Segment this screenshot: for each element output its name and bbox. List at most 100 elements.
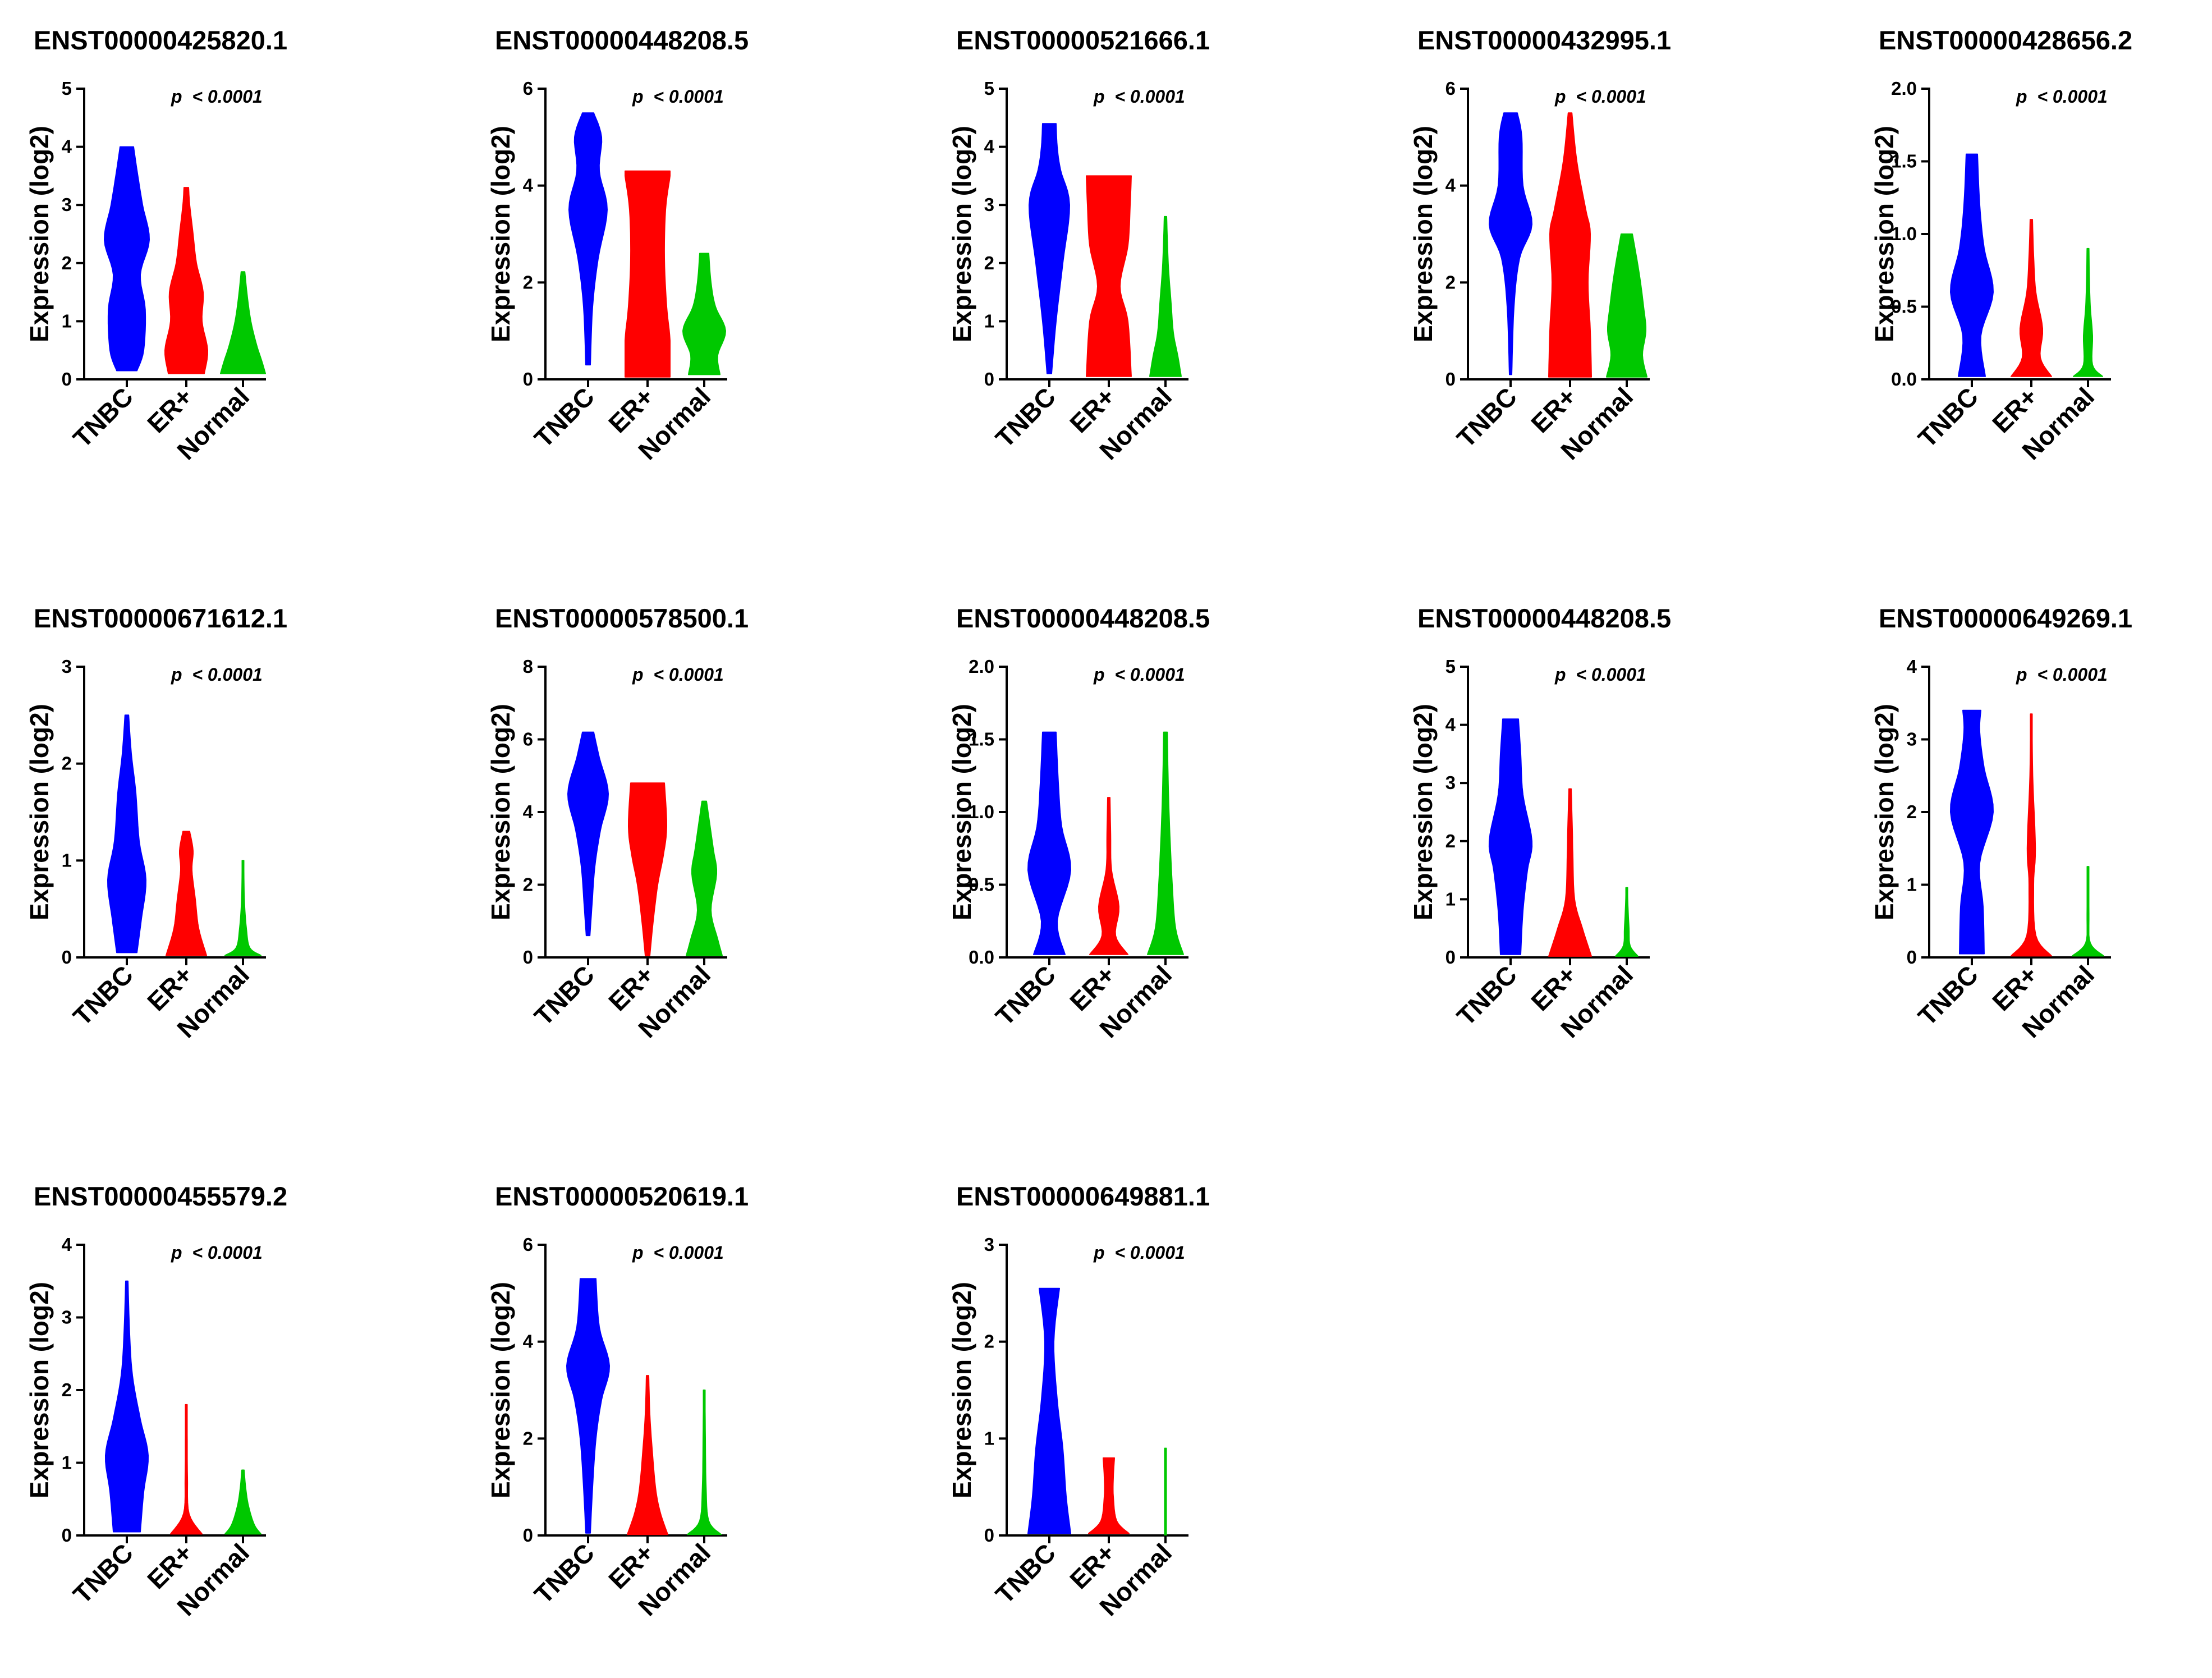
y-tick-label: 0 bbox=[62, 947, 72, 968]
y-axis-label: Expression (log2) bbox=[1870, 126, 1899, 342]
chart-title: ENST00000448208.5 bbox=[1417, 603, 1671, 633]
y-tick-label: 1 bbox=[62, 310, 72, 331]
violin-er-pos bbox=[2011, 219, 2052, 377]
y-tick-label: 4 bbox=[984, 136, 995, 157]
x-category-label: TNBC bbox=[67, 382, 139, 453]
y-tick-label: 4 bbox=[523, 801, 534, 822]
y-axis-label: Expression (log2) bbox=[1408, 704, 1438, 920]
y-tick-label: 3 bbox=[62, 194, 72, 215]
chart-title: ENST00000425820.1 bbox=[34, 25, 287, 55]
violin-normal bbox=[1606, 233, 1647, 378]
y-tick-label: 0 bbox=[62, 369, 72, 389]
violin-er-pos bbox=[1088, 1457, 1130, 1534]
violin-tnbc bbox=[105, 1280, 149, 1533]
y-axis-label: Expression (log2) bbox=[947, 126, 976, 342]
chart-panel: ENST00000448208.5 p < 0.0001 Expression (l… bbox=[947, 603, 1210, 1043]
p-value-annotation: p < 0.0001 bbox=[1093, 1243, 1185, 1263]
violin-tnbc bbox=[1950, 709, 1994, 955]
y-tick-label: 0 bbox=[1445, 947, 1456, 968]
y-axis-label: Expression (log2) bbox=[486, 126, 515, 342]
y-tick-label: 0.0 bbox=[969, 947, 994, 968]
y-tick-label: 0.0 bbox=[1891, 369, 1917, 389]
y-axis-label: Expression (log2) bbox=[25, 1282, 54, 1498]
y-tick-label: 2 bbox=[62, 753, 72, 774]
y-tick-label: 2 bbox=[1907, 801, 1917, 822]
violin-er-pos bbox=[1548, 788, 1592, 957]
violin-normal bbox=[2072, 866, 2104, 957]
violin-normal bbox=[224, 860, 261, 956]
chart-title: ENST00000448208.5 bbox=[956, 603, 1210, 633]
violin-er-pos bbox=[1086, 175, 1132, 377]
y-tick-label: 8 bbox=[523, 656, 533, 677]
violin-er-pos bbox=[164, 187, 208, 374]
chart-title: ENST00000432995.1 bbox=[1417, 25, 1671, 55]
y-axis-label: Expression (log2) bbox=[486, 1282, 515, 1498]
violin-er-pos bbox=[166, 831, 207, 956]
violin-er-pos bbox=[170, 1404, 203, 1535]
violin-tnbc bbox=[567, 731, 609, 937]
y-tick-label: 2 bbox=[1445, 272, 1456, 292]
chart-panel: ENST00000432995.1 p < 0.0001 Expression (l… bbox=[1408, 25, 1671, 465]
x-category-label: TNBC bbox=[529, 1538, 600, 1609]
violin-er-pos bbox=[1548, 112, 1592, 378]
x-category-label: TNBC bbox=[990, 382, 1061, 453]
y-tick-label: 3 bbox=[984, 1234, 994, 1255]
p-value-annotation: p < 0.0001 bbox=[171, 86, 263, 107]
y-axis-label: Expression (log2) bbox=[947, 704, 976, 920]
chart-title: ENST00000520619.1 bbox=[495, 1181, 749, 1211]
violin-normal bbox=[1149, 216, 1182, 377]
violin-tnbc bbox=[1489, 112, 1532, 375]
chart-panel: ENST00000425820.1 p < 0.0001 Expression (l… bbox=[25, 25, 287, 465]
y-tick-label: 0 bbox=[523, 1525, 533, 1546]
chart-panel: ENST00000521666.1 p < 0.0001 Expression (l… bbox=[947, 25, 1210, 465]
y-tick-label: 1.5 bbox=[969, 729, 994, 750]
p-value-annotation: p < 0.0001 bbox=[171, 1243, 263, 1263]
x-category-label: TNBC bbox=[1912, 960, 1984, 1031]
y-tick-label: 6 bbox=[1445, 78, 1456, 99]
y-tick-label: 5 bbox=[62, 78, 72, 99]
violin-tnbc bbox=[568, 112, 608, 366]
violin-tnbc bbox=[1488, 718, 1533, 955]
y-tick-label: 1.5 bbox=[1891, 151, 1917, 172]
y-tick-label: 0 bbox=[62, 1525, 72, 1546]
y-tick-label: 0.5 bbox=[969, 874, 994, 895]
x-category-label: TNBC bbox=[67, 1538, 139, 1609]
p-value-annotation: p < 0.0001 bbox=[1093, 664, 1185, 685]
y-tick-label: 5 bbox=[1445, 656, 1456, 677]
y-tick-label: 0 bbox=[523, 947, 533, 968]
violin-normal bbox=[1164, 1447, 1167, 1536]
x-category-label: TNBC bbox=[1912, 382, 1984, 453]
violin-normal bbox=[220, 271, 266, 374]
y-tick-label: 2 bbox=[62, 1379, 72, 1400]
y-tick-label: 2 bbox=[523, 1428, 533, 1448]
violin-normal bbox=[2073, 247, 2103, 377]
p-value-annotation: p < 0.0001 bbox=[632, 86, 724, 107]
y-tick-label: 1 bbox=[984, 310, 994, 331]
y-tick-label: 2.0 bbox=[1891, 78, 1917, 99]
y-tick-label: 4 bbox=[1445, 714, 1456, 735]
y-axis-label: Expression (log2) bbox=[25, 704, 54, 920]
y-tick-label: 0 bbox=[1445, 369, 1456, 389]
y-tick-label: 3 bbox=[62, 656, 72, 677]
p-value-annotation: p < 0.0001 bbox=[1093, 86, 1185, 107]
chart-title: ENST00000649269.1 bbox=[1879, 603, 2132, 633]
x-category-label: TNBC bbox=[990, 1538, 1061, 1609]
y-tick-label: 2.0 bbox=[969, 656, 994, 677]
p-value-annotation: p < 0.0001 bbox=[632, 1243, 724, 1263]
chart-title: ENST00000455579.2 bbox=[34, 1181, 287, 1211]
chart-title: ENST00000649881.1 bbox=[956, 1181, 1210, 1211]
y-tick-label: 1 bbox=[62, 1452, 72, 1473]
violin-normal bbox=[687, 1390, 722, 1535]
chart-panel: ENST00000428656.2 p < 0.0001 Expression (l… bbox=[1870, 25, 2132, 465]
y-tick-label: 1 bbox=[984, 1428, 994, 1448]
chart-title: ENST00000428656.2 bbox=[1879, 25, 2132, 55]
y-tick-label: 4 bbox=[1907, 656, 1917, 677]
chart-title: ENST00000578500.1 bbox=[495, 603, 749, 633]
y-axis-label: Expression (log2) bbox=[25, 126, 54, 342]
chart-panel: ENST00000649269.1 p < 0.0001 Expression (l… bbox=[1870, 603, 2132, 1043]
violin-normal bbox=[224, 1469, 261, 1535]
x-category-label: TNBC bbox=[529, 382, 600, 453]
p-value-annotation: p < 0.0001 bbox=[1554, 664, 1646, 685]
y-tick-label: 3 bbox=[62, 1307, 72, 1328]
